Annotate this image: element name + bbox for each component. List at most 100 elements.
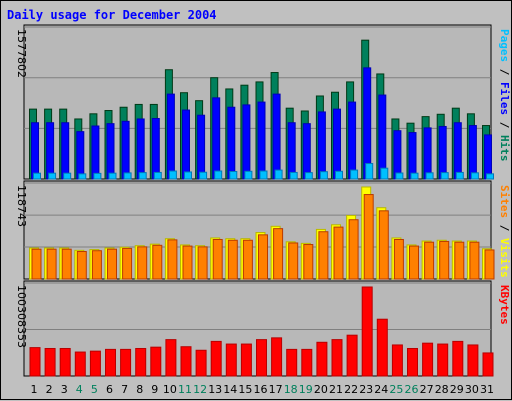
top-bar-files-day-1 (31, 122, 39, 180)
series-label-2: Visits (498, 238, 511, 278)
bot-bar-kbytes-day-13 (210, 340, 222, 377)
series-label-1: / (498, 62, 511, 82)
top-bar-files-day-28 (438, 125, 447, 180)
top-bar-files-day-8 (136, 118, 145, 180)
top-bar-files-day-18 (287, 122, 296, 180)
bot-bar-kbytes-day-17 (271, 337, 283, 377)
top-bar-files-day-25 (393, 130, 402, 180)
bot-bar-kbytes-day-2 (44, 347, 56, 377)
top-bar-pages-day-24 (380, 167, 389, 180)
mid-bar-sites-day-25 (393, 238, 404, 280)
bot-bar-kbytes-day-6 (105, 348, 116, 377)
bot-ymax-label: 100308353 (15, 285, 28, 348)
series-label-0: KBytes (498, 285, 511, 325)
mid-bar-sites-day-17 (273, 228, 284, 280)
top-bar-pages-day-6 (108, 172, 117, 180)
bot-bar-kbytes-day-1 (29, 347, 41, 377)
top-bar-files-day-30 (468, 125, 477, 180)
mid-bar-sites-day-3 (61, 248, 72, 280)
top-bar-files-day-19 (302, 123, 311, 180)
mid-bar-sites-day-30 (469, 241, 480, 280)
x-tick-day-2: 2 (46, 383, 53, 396)
top-bar-pages-day-5 (93, 172, 102, 180)
top-bar-pages-day-2 (48, 172, 57, 180)
x-tick-day-4: 4 (76, 383, 83, 396)
x-tick-day-6: 6 (106, 383, 113, 396)
series-label-3: / (498, 115, 511, 135)
bot-bar-kbytes-day-23 (361, 286, 373, 377)
x-tick-day-28: 28 (435, 383, 449, 396)
series-label-4: Hits (498, 135, 511, 162)
top-bar-pages-day-1 (33, 172, 41, 180)
mid-bar-sites-day-20 (318, 231, 329, 280)
top-bar-files-day-23 (363, 67, 372, 180)
mid-bar-sites-day-15 (242, 239, 253, 280)
bot-bar-kbytes-day-15 (240, 343, 252, 377)
bot-bar-kbytes-day-10 (165, 339, 177, 377)
x-tick-day-7: 7 (121, 383, 128, 396)
top-bar-pages-day-26 (410, 172, 419, 180)
bot-bar-kbytes-day-19 (301, 348, 313, 377)
mid-bar-sites-day-21 (333, 226, 344, 280)
x-tick-day-22: 22 (344, 383, 358, 396)
top-bar-files-day-31 (484, 134, 492, 180)
top-bar-files-day-10 (166, 93, 175, 180)
mid-bar-sites-day-29 (454, 241, 465, 280)
x-tick-day-15: 15 (238, 383, 252, 396)
top-bar-pages-day-21 (335, 170, 343, 180)
mid-bar-sites-day-31 (484, 249, 495, 280)
mid-bar-sites-day-16 (258, 234, 268, 280)
top-bar-pages-day-15 (244, 170, 253, 180)
top-bar-files-day-24 (378, 94, 387, 180)
x-tick-day-26: 26 (405, 383, 419, 396)
mid-bar-sites-day-26 (409, 245, 419, 280)
top-bar-pages-day-30 (470, 172, 479, 180)
x-tick-day-1: 1 (31, 383, 38, 396)
top-bar-pages-day-23 (365, 163, 374, 180)
bot-bar-kbytes-day-16 (256, 339, 267, 377)
bot-bar-kbytes-day-5 (89, 350, 101, 377)
bot-bar-kbytes-day-21 (331, 339, 343, 377)
x-tick-day-12: 12 (193, 383, 207, 396)
mid-bar-sites-day-28 (439, 240, 450, 280)
x-tick-day-30: 30 (465, 383, 479, 396)
top-bar-files-day-7 (121, 120, 130, 180)
top-bar-pages-day-9 (153, 171, 162, 180)
top-bar-pages-day-29 (455, 171, 464, 180)
bot-bar-kbytes-day-18 (286, 348, 298, 377)
bot-bar-kbytes-day-30 (467, 344, 479, 377)
top-bar-pages-day-12 (199, 171, 208, 180)
bot-bar-kbytes-day-29 (452, 340, 464, 377)
top-bar-pages-day-8 (138, 172, 147, 180)
top-bar-pages-day-31 (486, 173, 494, 180)
mid-ymax-label: 118743 (15, 185, 28, 227)
bot-bar-kbytes-day-24 (376, 318, 388, 377)
top-bar-pages-day-20 (319, 171, 328, 180)
bot-bar-kbytes-day-4 (74, 351, 86, 377)
mid-bar-sites-day-10 (167, 239, 178, 280)
x-tick-day-27: 27 (420, 383, 434, 396)
x-tick-day-23: 23 (359, 383, 373, 396)
bot-bar-kbytes-day-31 (482, 352, 494, 377)
x-tick-day-16: 16 (254, 383, 268, 396)
series-label-2: Files (498, 82, 511, 115)
top-bar-files-day-21 (333, 108, 341, 180)
top-bar-files-day-4 (76, 131, 85, 180)
mid-bar-sites-day-1 (31, 248, 42, 280)
x-tick-day-24: 24 (374, 383, 388, 396)
mid-bar-sites-day-18 (288, 242, 299, 280)
x-tick-day-11: 11 (178, 383, 192, 396)
bot-bar-kbytes-day-12 (195, 349, 207, 377)
mid-bar-sites-day-6 (107, 248, 117, 280)
top-bar-pages-day-16 (259, 170, 268, 180)
x-tick-day-25: 25 (389, 383, 403, 396)
series-label-0: Sites (498, 185, 511, 218)
top-series-labels: Pages / Files / Hits (498, 29, 511, 162)
x-tick-day-21: 21 (329, 383, 343, 396)
top-ymax-label: 1577802 (15, 29, 28, 78)
top-bar-files-day-3 (61, 122, 70, 180)
bot-bar-kbytes-day-11 (180, 346, 192, 377)
top-bar-files-day-14 (227, 106, 236, 180)
bot-bar-kbytes-day-26 (407, 347, 418, 377)
